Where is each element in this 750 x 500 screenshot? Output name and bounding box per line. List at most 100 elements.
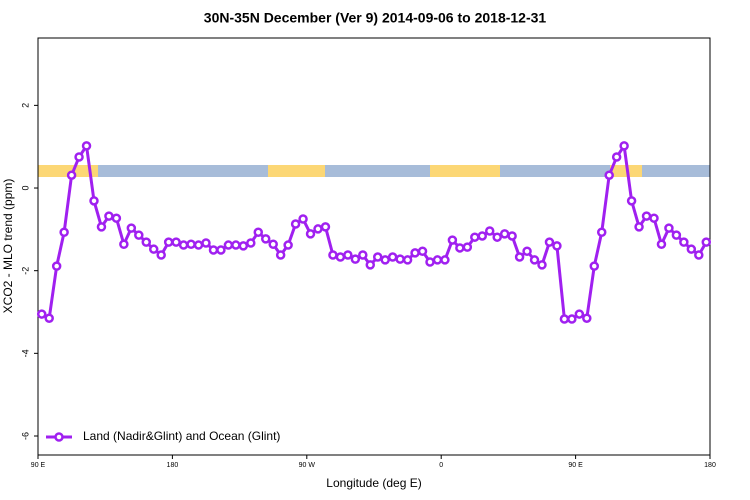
plot-frame <box>37 37 711 456</box>
y-tick-label: -6 <box>20 432 30 440</box>
data-point <box>298 214 308 224</box>
data-point <box>186 239 196 249</box>
data-point <box>372 252 383 262</box>
data-point <box>679 237 689 247</box>
data-point <box>268 239 278 249</box>
data-point <box>134 230 144 240</box>
data-point <box>671 230 682 240</box>
data-point <box>44 313 54 323</box>
data-point <box>477 231 488 241</box>
legend-label: Land (Nadir&Glint) and Ocean (Glint) <box>83 429 280 443</box>
data-point <box>119 239 129 249</box>
data-point <box>514 252 525 262</box>
data-point <box>626 196 637 206</box>
data-point <box>59 227 69 237</box>
data-point <box>701 237 712 247</box>
data-point <box>81 141 92 151</box>
data-point <box>395 254 405 264</box>
data-point <box>492 232 502 242</box>
data-point <box>611 152 622 162</box>
data-point <box>231 240 241 250</box>
data-point <box>313 224 323 234</box>
x-tick-label: 90 W <box>299 462 316 469</box>
data-point <box>89 196 99 206</box>
data-point <box>455 243 465 253</box>
data-point <box>253 227 264 237</box>
data-point <box>634 222 644 232</box>
data-point <box>574 309 585 319</box>
data-point <box>462 242 473 252</box>
data-point <box>559 314 570 324</box>
data-point <box>275 250 286 260</box>
data-point <box>641 211 652 221</box>
data-point <box>440 255 450 265</box>
data-point <box>74 152 84 162</box>
data-point <box>260 234 271 244</box>
data-point <box>387 252 398 262</box>
data-point <box>320 222 331 232</box>
x-tick-label: 180 <box>167 462 179 469</box>
data-point <box>96 222 107 232</box>
data-point <box>537 260 547 270</box>
data-point <box>148 244 159 254</box>
data-point <box>664 223 674 233</box>
y-tick-label: 0 <box>20 186 30 191</box>
data-point <box>238 241 249 251</box>
data-point <box>283 240 293 250</box>
data-point <box>544 237 555 247</box>
data-point <box>410 248 420 258</box>
data-point <box>694 250 704 260</box>
data-point <box>246 238 256 248</box>
data-point <box>290 219 301 229</box>
data-point <box>111 213 122 223</box>
data-point <box>178 240 189 250</box>
x-tick-label: 90 E <box>568 462 583 469</box>
data-point <box>552 241 562 251</box>
data-point <box>589 261 600 271</box>
data-point <box>529 255 540 265</box>
data-point <box>649 213 659 223</box>
y-tick-label: -2 <box>20 267 30 275</box>
data-point <box>470 232 480 242</box>
data-point <box>171 237 181 247</box>
x-tick-label: 0 <box>439 462 443 469</box>
data-point <box>66 170 77 180</box>
data-point <box>104 211 114 221</box>
data-point <box>126 223 137 233</box>
data-point <box>51 261 62 271</box>
data-point <box>350 254 361 264</box>
data-point <box>596 227 607 237</box>
data-point <box>604 170 614 180</box>
data-point <box>223 240 234 250</box>
data-point <box>156 250 166 260</box>
data-point <box>201 238 211 248</box>
data-point <box>141 237 152 247</box>
data-point <box>163 237 174 247</box>
data-point <box>216 245 226 255</box>
x-axis-label: Longitude (deg E) <box>326 476 421 490</box>
legend-marker <box>54 432 64 442</box>
data-point <box>335 252 346 262</box>
y-tick-label: 2 <box>20 103 30 108</box>
data-point <box>402 255 413 265</box>
data-point <box>447 235 458 245</box>
data-point <box>305 229 316 239</box>
data-point <box>582 313 592 323</box>
data-point <box>208 245 219 255</box>
y-axis-label: XCO2 - MLO trend (ppm) <box>1 179 15 314</box>
data-point <box>484 226 495 236</box>
data-point <box>193 240 204 250</box>
chart-title: 30N-35N December (Ver 9) 2014-09-06 to 2… <box>204 10 547 26</box>
x-tick-label: 90 E <box>31 462 46 469</box>
data-point <box>656 239 667 249</box>
data-point <box>619 141 629 151</box>
data-point <box>432 255 443 265</box>
y-tick-label: -4 <box>20 349 30 357</box>
x-tick-label: 180 <box>704 462 716 469</box>
data-point <box>507 231 517 241</box>
data-point <box>36 309 47 319</box>
data-point <box>343 250 353 260</box>
data-point <box>358 250 368 260</box>
data-point <box>365 260 376 270</box>
